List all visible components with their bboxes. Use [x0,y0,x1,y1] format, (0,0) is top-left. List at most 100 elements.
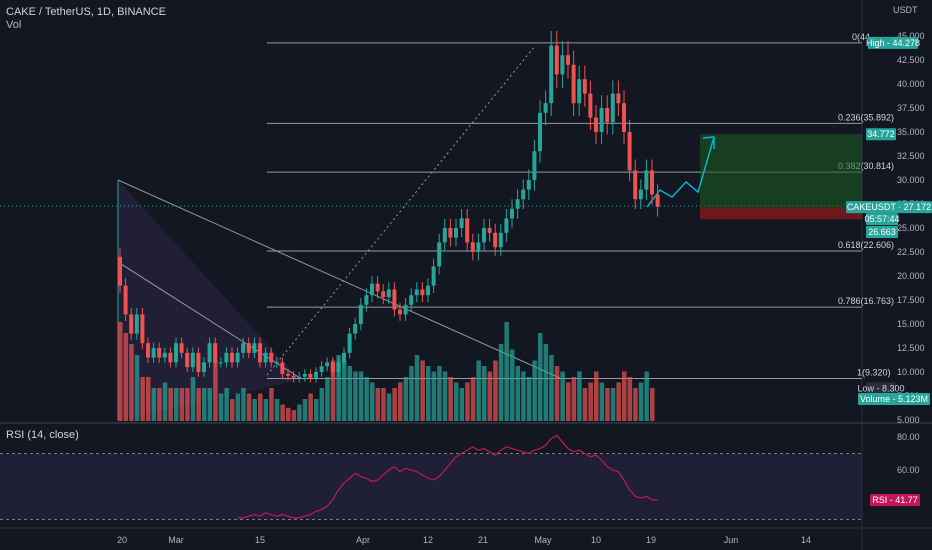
candle-body[interactable] [291,375,296,378]
candle-body[interactable] [162,352,167,358]
candle-body[interactable] [498,232,503,248]
candle-body[interactable] [414,289,419,296]
candle-body[interactable] [493,232,498,248]
candle-body[interactable] [554,45,559,75]
candle-body[interactable] [616,93,621,104]
candle-body[interactable] [594,117,598,132]
candle-body[interactable] [302,373,307,377]
candle-body[interactable] [633,170,638,200]
candle-body[interactable] [521,189,526,200]
candle-body[interactable] [454,228,458,238]
candle-body[interactable] [269,352,274,363]
candle-body[interactable] [258,343,262,363]
candle-body[interactable] [207,343,212,363]
candle-body[interactable] [134,314,139,334]
candle-body[interactable] [431,266,436,286]
candle-body[interactable] [566,55,570,65]
candle-body[interactable] [370,283,374,296]
candle-body[interactable] [538,112,542,152]
candle-body[interactable] [465,218,470,243]
candle-body[interactable] [571,64,576,104]
candle-body[interactable] [179,343,184,353]
candle-body[interactable] [325,362,330,367]
candle-body[interactable] [386,289,391,298]
candle-body[interactable] [118,256,122,286]
candle-body[interactable] [543,103,548,113]
candle-body[interactable] [510,208,514,219]
candle-body[interactable] [655,194,660,207]
candle-body[interactable] [599,108,604,132]
candle-body[interactable] [526,180,531,190]
candle-body[interactable] [532,151,537,180]
candle-body[interactable] [627,132,632,171]
candle-body[interactable] [252,343,257,353]
candle-body[interactable] [482,228,486,243]
candle-body[interactable] [202,362,206,372]
candle-body[interactable] [347,333,352,353]
candle-body[interactable] [129,314,134,334]
candle-body[interactable] [515,199,520,209]
candle-body[interactable] [605,108,610,123]
candle-body[interactable] [319,366,324,372]
candle-body[interactable] [638,189,643,200]
candle-body[interactable] [549,45,554,104]
candle-body[interactable] [381,291,386,298]
candle-body[interactable] [375,283,380,292]
candle-body[interactable] [358,304,363,324]
candle-body[interactable] [459,218,464,228]
candle-body[interactable] [577,79,582,104]
candle-body[interactable] [588,93,593,118]
candle-body[interactable] [353,324,358,334]
candle-body[interactable] [123,285,128,315]
candle-body[interactable] [622,103,626,132]
trendline-upper[interactable] [117,179,561,379]
candle-body[interactable] [426,285,430,296]
candle-body[interactable] [235,352,240,363]
candle-body[interactable] [650,170,654,195]
candle-body[interactable] [140,314,145,344]
candle-body[interactable] [246,343,251,353]
candle-body[interactable] [151,348,156,358]
candle-body[interactable] [274,362,279,364]
candle-body[interactable] [213,343,218,363]
candle-body[interactable] [146,343,150,358]
candle-body[interactable] [230,352,234,363]
candle-body[interactable] [297,376,302,378]
candle-body[interactable] [398,309,402,315]
volume-bar [347,366,353,421]
candle-body[interactable] [224,352,229,363]
candle-body[interactable] [218,362,223,364]
long-position-target-zone[interactable] [700,134,862,208]
candle-body[interactable] [174,343,178,363]
candle-body[interactable] [157,348,162,358]
candle-body[interactable] [448,228,453,238]
candle-body[interactable] [286,373,290,376]
candle-body[interactable] [342,352,346,363]
candle-body[interactable] [392,289,397,310]
candle-body[interactable] [364,295,369,305]
candle-body[interactable] [470,242,475,252]
candle-body[interactable] [241,343,246,353]
candle-body[interactable] [280,362,285,374]
candle-body[interactable] [644,170,649,190]
long-position-stop-zone[interactable] [700,207,862,220]
candle-body[interactable] [168,352,173,363]
candle-body[interactable] [196,352,201,372]
candle-body[interactable] [314,372,318,378]
candle-body[interactable] [190,352,195,368]
candle-body[interactable] [437,242,442,267]
candle-body[interactable] [476,242,481,252]
candle-body[interactable] [582,79,587,94]
candle-body[interactable] [420,289,425,296]
candle-body[interactable] [487,228,492,233]
candle-body[interactable] [308,373,313,378]
candle-body[interactable] [403,304,408,315]
candle-body[interactable] [442,228,447,243]
candle-body[interactable] [185,352,190,368]
candle-body[interactable] [263,352,268,363]
candle-body[interactable] [560,55,565,75]
candle-body[interactable] [409,295,414,305]
candle-body[interactable] [610,93,615,123]
candle-body[interactable] [504,218,509,233]
